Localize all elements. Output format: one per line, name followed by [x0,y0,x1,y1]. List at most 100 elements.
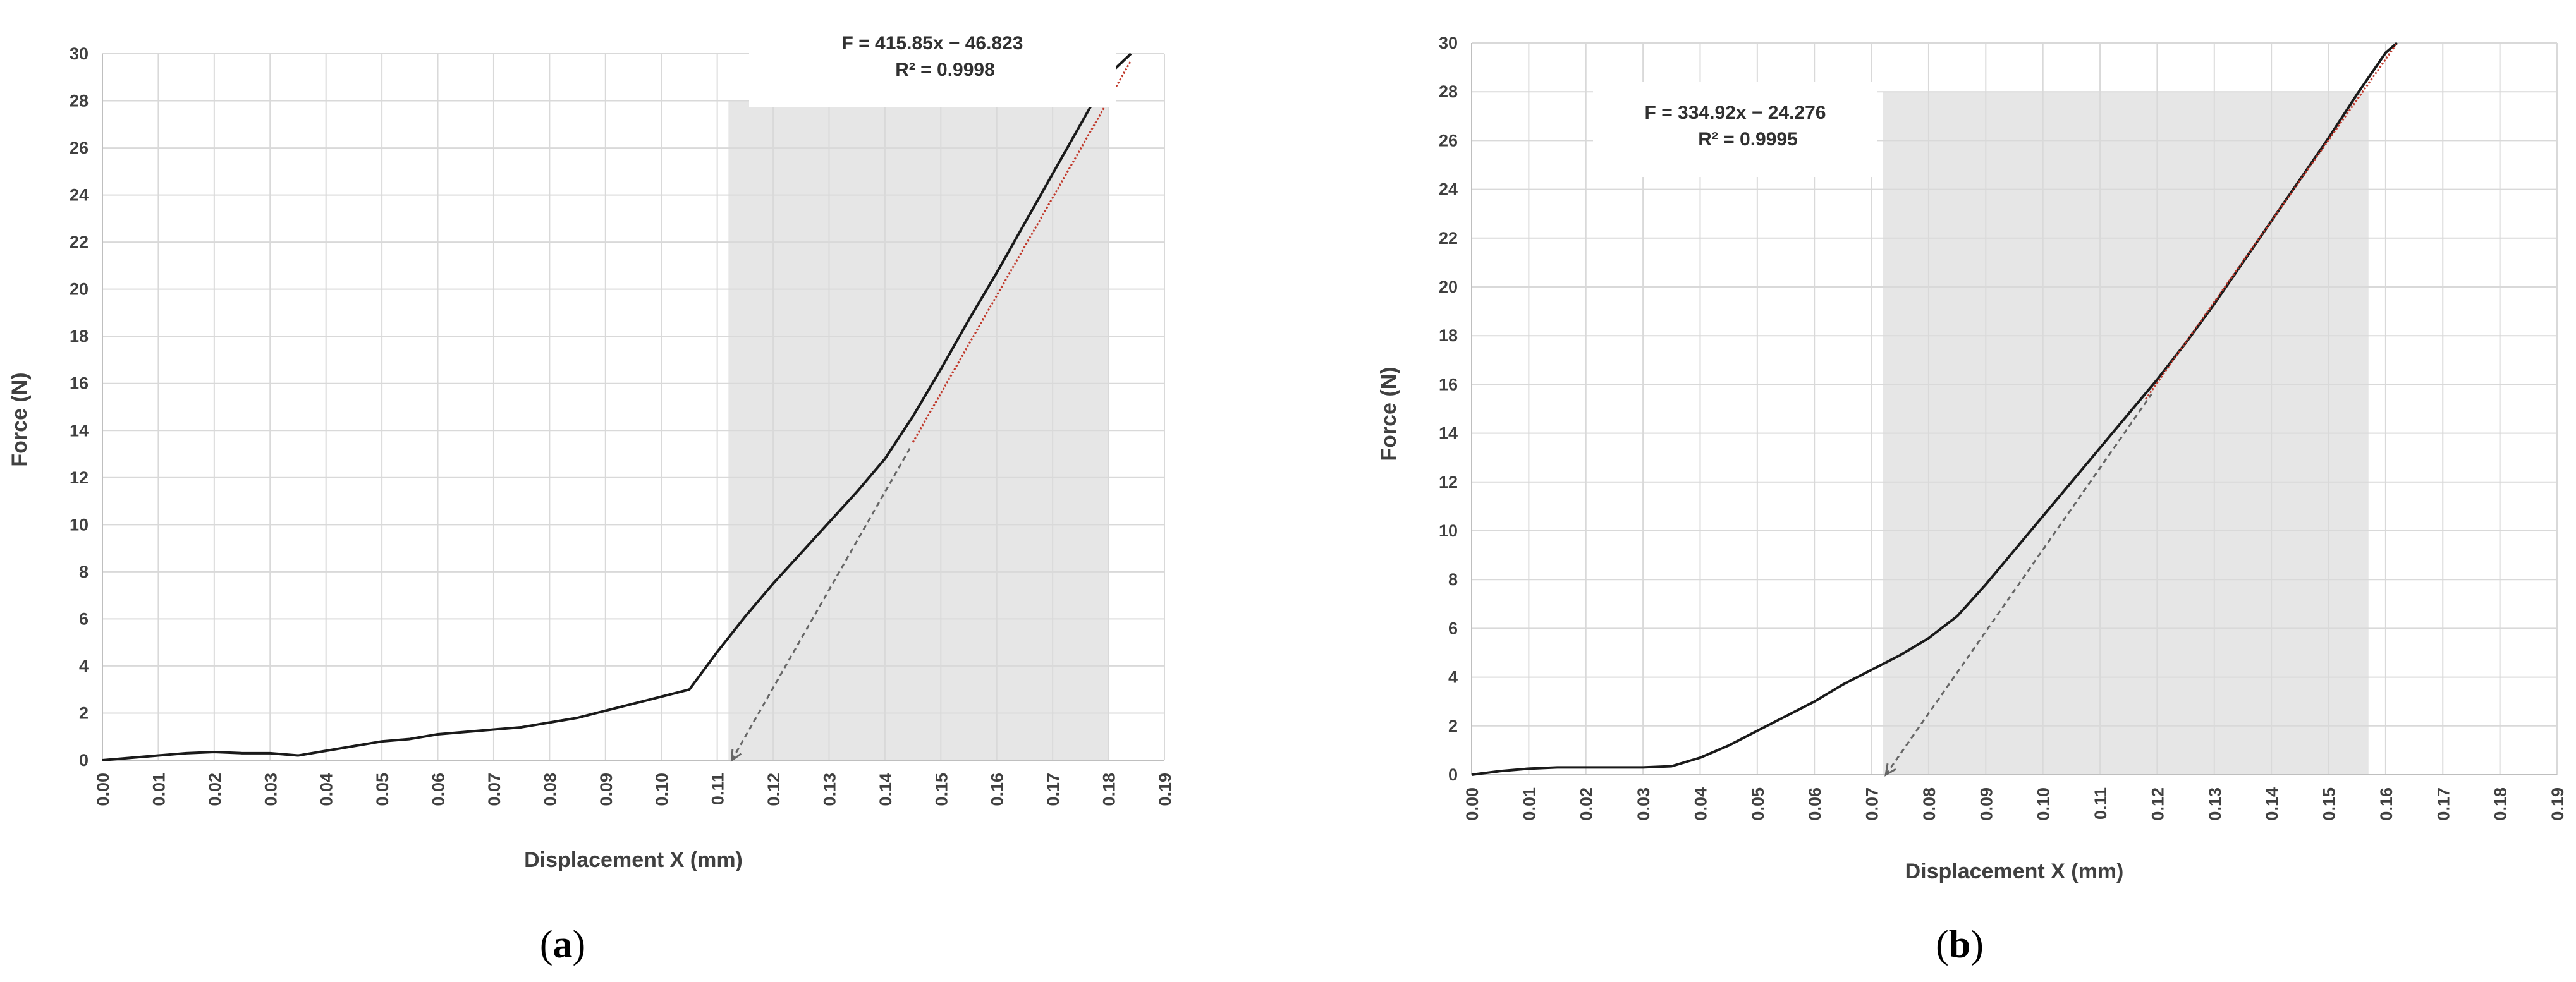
x-tick-label: 0.19 [1156,773,1175,806]
x-tick-label: 0.08 [1920,787,1939,821]
y-axis-title: Force (N) [1377,367,1401,461]
caption-close: ) [573,923,586,966]
x-tick-label: 0.14 [2262,787,2281,821]
x-tick-label: 0.02 [1577,787,1596,821]
x-tick-label: 0.18 [2491,787,2510,821]
panel-caption: (b) [1936,923,1984,966]
y-tick-label: 8 [79,562,89,581]
y-tick-label: 4 [1448,668,1458,687]
x-tick-label: 0.06 [429,773,448,806]
y-tick-label: 2 [1448,717,1458,736]
x-tick-label: 0.16 [2377,787,2396,821]
y-tick-label: 16 [1439,375,1458,394]
x-tick-label: 0.13 [2206,787,2225,821]
caption-letter: a [553,923,573,966]
y-tick-label: 28 [70,92,89,111]
y-tick-label: 2 [79,703,89,722]
y-tick-label: 22 [70,233,89,252]
x-tick-label: 0.17 [2434,787,2453,821]
x-tick-label: 0.15 [2320,787,2339,821]
regression-equation: F = 334.92x − 24.276 [1645,102,1826,123]
x-tick-label: 0.09 [597,773,616,806]
x-tick-label: 0.03 [1634,787,1653,821]
x-tick-label: 0.11 [2091,787,2110,820]
x-tick-label: 0.02 [205,773,224,806]
equation-box [1593,82,1877,177]
y-tick-label: 28 [1439,82,1458,101]
caption-letter: b [1949,923,1970,966]
x-axis-title: Displacement X (mm) [1905,859,2124,883]
x-tick-label: 0.09 [1977,787,1996,821]
x-tick-label: 0.00 [1463,787,1482,821]
x-tick-label: 0.08 [540,773,559,806]
x-tick-label: 0.15 [932,773,951,806]
y-tick-label: 22 [1439,229,1458,248]
r-squared: R² = 0.9998 [895,59,995,80]
y-tick-label: 30 [70,44,89,63]
regression-equation: F = 415.85x − 46.823 [842,33,1023,54]
y-tick-label: 10 [70,515,89,534]
y-tick-label: 12 [70,468,89,487]
y-tick-label: 30 [1439,33,1458,52]
y-tick-label: 20 [70,280,89,299]
x-tick-label: 0.10 [2034,787,2053,821]
y-tick-label: 24 [1439,180,1458,199]
x-tick-label: 0.10 [652,773,671,806]
caption-close: ) [1970,923,1984,966]
y-tick-label: 26 [70,138,89,157]
caption-open: ( [1936,923,1949,966]
series-linear-fit [2145,42,2398,400]
x-axis-title: Displacement X (mm) [524,848,743,872]
r-squared: R² = 0.9995 [1698,129,1798,150]
y-tick-label: 14 [70,421,89,440]
series-extension [731,446,912,761]
x-tick-label: 0.06 [1805,787,1824,821]
x-tick-label: 0.18 [1100,773,1119,806]
x-tick-label: 0.03 [261,773,280,806]
series-measured [1471,42,2398,776]
x-tick-label: 0.12 [2148,787,2167,821]
y-tick-label: 10 [1439,521,1458,540]
x-tick-label: 0.12 [764,773,783,806]
y-tick-label: 18 [1439,326,1458,345]
y-tick-label: 26 [1439,131,1458,150]
x-tick-label: 0.11 [709,773,728,805]
extension-arrowhead [730,748,742,762]
y-tick-label: 0 [79,751,89,770]
x-tick-label: 0.14 [876,773,895,806]
x-tick-label: 0.19 [2548,787,2567,821]
y-axis-title: Force (N) [8,372,32,466]
y-tick-label: 0 [1448,765,1458,784]
panel-caption: (a) [540,923,585,966]
extension-arrowhead [1884,763,1896,777]
x-tick-label: 0.04 [317,773,336,806]
y-tick-label: 4 [79,657,89,676]
y-tick-label: 8 [1448,570,1458,589]
x-tick-label: 0.01 [149,773,168,806]
x-tick-label: 0.13 [820,773,839,806]
x-tick-label: 0.01 [1520,787,1539,821]
y-tick-label: 14 [1439,424,1458,443]
series-extension [1884,393,2152,775]
y-tick-label: 18 [70,327,89,346]
y-tick-label: 12 [1439,473,1458,492]
x-tick-label: 0.07 [1863,787,1882,821]
series-measured [102,52,1132,761]
x-tick-label: 0.17 [1044,773,1063,806]
x-tick-label: 0.05 [373,773,392,806]
x-tick-label: 0.07 [485,773,504,806]
y-tick-label: 6 [79,609,89,628]
caption-open: ( [540,923,553,966]
series-linear-fit [912,60,1132,443]
x-tick-label: 0.16 [988,773,1007,806]
equation-box [749,13,1116,107]
x-tick-label: 0.04 [1691,787,1710,821]
y-tick-label: 6 [1448,619,1458,638]
y-tick-label: 16 [70,374,89,393]
x-tick-label: 0.00 [94,773,113,806]
y-tick-label: 20 [1439,277,1458,296]
y-tick-label: 24 [70,186,89,205]
